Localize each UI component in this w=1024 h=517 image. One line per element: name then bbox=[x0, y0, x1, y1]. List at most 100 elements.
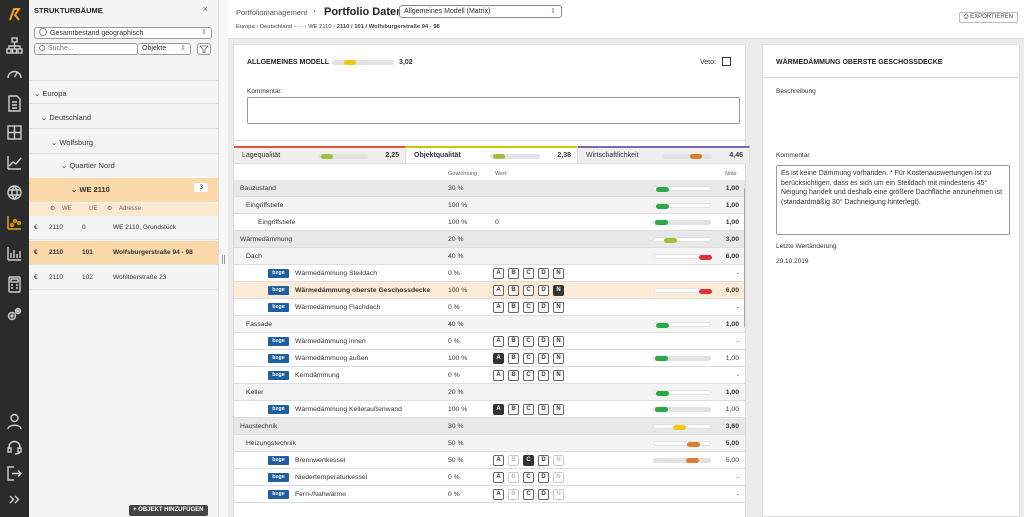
rating-option-n[interactable]: N bbox=[553, 285, 564, 296]
dashboard-icon[interactable] bbox=[6, 66, 23, 83]
document-icon[interactable] bbox=[6, 95, 23, 112]
globe-icon[interactable] bbox=[6, 184, 23, 201]
grid-row[interactable]: Heizungstechnik 50 % 5,00 bbox=[234, 435, 745, 452]
settings-icon[interactable] bbox=[6, 306, 23, 323]
building-icon[interactable] bbox=[6, 124, 23, 141]
grid-row[interactable]: Wärmedämmung 20 % 3,00 bbox=[234, 231, 745, 248]
tree-table-row[interactable]: €2110 101 Wolfsburgerstraße 94 - 98 bbox=[29, 241, 218, 265]
grid-row[interactable]: Bauzustand 30 % 1,00 bbox=[234, 180, 745, 197]
tab-objektqualität[interactable]: Objektqualität 2,38 bbox=[406, 146, 578, 163]
rating-option-n[interactable]: N bbox=[553, 353, 564, 364]
model-select[interactable]: Allgemeines Modell (Matrix) ⇕ bbox=[399, 5, 562, 18]
rating-option-b[interactable]: B bbox=[508, 404, 519, 415]
grid-row[interactable]: Haustechnik 30 % 3,60 bbox=[234, 418, 745, 435]
rating-option-b[interactable]: B bbox=[508, 472, 519, 483]
rating-option-a[interactable]: A bbox=[493, 353, 504, 364]
rating-option-c[interactable]: C bbox=[523, 336, 534, 347]
line-chart-icon[interactable] bbox=[6, 154, 23, 171]
grid-row[interactable]: bzge Wärmedämmung oberste Geschossdecke 10… bbox=[234, 282, 745, 299]
grid-row[interactable]: bzge Wärmedämmung Flachdach 0 % A B C D N - bbox=[234, 299, 745, 316]
rating-option-a[interactable]: A bbox=[493, 370, 504, 381]
rating-option-d[interactable]: D bbox=[538, 302, 549, 313]
close-icon[interactable]: × bbox=[202, 4, 208, 14]
rating-option-b[interactable]: B bbox=[508, 268, 519, 279]
rating-option-c[interactable]: C bbox=[523, 472, 534, 483]
rating-option-n[interactable]: N bbox=[553, 489, 564, 500]
search-input[interactable]: Suche... bbox=[34, 43, 138, 55]
grid-row[interactable]: bzge Wärmedämmung Steildach 0 % A B C D N - bbox=[234, 265, 745, 282]
rating-option-b[interactable]: B bbox=[508, 336, 519, 347]
rating-option-a[interactable]: A bbox=[493, 455, 504, 466]
grid-row[interactable]: bzge Wärmedämmung innen 0 % A B C D N - bbox=[234, 333, 745, 350]
rating-option-a[interactable]: A bbox=[493, 285, 504, 296]
rating-option-b[interactable]: B bbox=[508, 285, 519, 296]
rating-option-c[interactable]: C bbox=[523, 455, 534, 466]
breadcrumb-parent[interactable]: Portfoliomanagement bbox=[236, 8, 308, 17]
rating-option-c[interactable]: C bbox=[523, 268, 534, 279]
grid-row[interactable]: bzge Niedertemperaturkessel 0 % A B C D N - bbox=[234, 469, 745, 486]
export-button[interactable]: ⎙ EXPORTIEREN bbox=[958, 12, 1018, 23]
tree-node-deutschland[interactable]: ⌄ Deutschland bbox=[41, 113, 92, 122]
grid-row[interactable]: Eingriffstiefe 100 % 1,00 bbox=[234, 197, 745, 214]
tree-table-row[interactable]: €2110 102 Wohltberstraße 23 bbox=[29, 266, 218, 290]
rating-option-d[interactable]: D bbox=[538, 353, 549, 364]
user-icon[interactable] bbox=[6, 413, 23, 430]
rating-option-a[interactable]: A bbox=[493, 336, 504, 347]
rating-option-c[interactable]: C bbox=[523, 404, 534, 415]
rating-option-d[interactable]: D bbox=[538, 404, 549, 415]
rating-option-n[interactable]: N bbox=[553, 336, 564, 347]
rating-option-d[interactable]: D bbox=[538, 285, 549, 296]
detail-comment-textarea[interactable]: Es ist keine Dämmung vorhanden. * Für Ko… bbox=[776, 165, 1010, 235]
rating-option-a[interactable]: A bbox=[493, 489, 504, 500]
tree-table-row[interactable]: €2110 0 WE 2110, Grundstück bbox=[29, 216, 218, 240]
rating-option-a[interactable]: A bbox=[493, 404, 504, 415]
bar-chart-icon[interactable] bbox=[6, 245, 23, 262]
support-icon[interactable] bbox=[6, 439, 23, 456]
rating-option-n[interactable]: N bbox=[553, 302, 564, 313]
rating-option-d[interactable]: D bbox=[538, 370, 549, 381]
rating-option-n[interactable]: N bbox=[553, 370, 564, 381]
grid-row[interactable]: Dach 40 % 6,00 bbox=[234, 248, 745, 265]
grid-row[interactable]: bzge Wärmedämmung Kelleraußenwand 100 % A B C… bbox=[234, 401, 745, 418]
grid-row[interactable]: Keller 20 % 1,00 bbox=[234, 384, 745, 401]
filter-button[interactable] bbox=[197, 43, 211, 55]
rating-option-c[interactable]: C bbox=[523, 302, 534, 313]
rating-option-b[interactable]: B bbox=[508, 489, 519, 500]
path-ellipsis[interactable]: ··· bbox=[297, 24, 304, 30]
grid-row[interactable]: bzge Kerndämmung 0 % A B C D N - bbox=[234, 367, 745, 384]
rating-option-b[interactable]: B bbox=[508, 353, 519, 364]
rating-option-b[interactable]: B bbox=[508, 302, 519, 313]
tree-node-quartier[interactable]: ⌄ Quartier Nord bbox=[61, 161, 115, 170]
comment-textarea[interactable] bbox=[247, 97, 740, 124]
grid-scrollbar[interactable] bbox=[744, 188, 745, 328]
rating-option-d[interactable]: D bbox=[538, 455, 549, 466]
path-we[interactable]: WE 2110 bbox=[308, 24, 332, 30]
path-europa[interactable]: Europa bbox=[236, 24, 255, 30]
rating-option-a[interactable]: A bbox=[493, 472, 504, 483]
scope-select[interactable]: Gesamtbestand geographisch ⇕ bbox=[34, 27, 212, 39]
value-field[interactable]: 0 bbox=[495, 219, 499, 226]
rating-option-d[interactable]: D bbox=[538, 268, 549, 279]
tree-node-we-selected[interactable]: ⌄ WE 2110 3 bbox=[29, 178, 218, 202]
tree-node-europa[interactable]: ⌄ Europa bbox=[34, 89, 67, 98]
logout-icon[interactable] bbox=[6, 465, 23, 482]
tree-node-wolfsburg[interactable]: ⌄ Wolfsburg bbox=[51, 138, 94, 147]
rating-option-n[interactable]: N bbox=[553, 472, 564, 483]
rating-option-b[interactable]: B bbox=[508, 370, 519, 381]
rating-option-c[interactable]: C bbox=[523, 370, 534, 381]
rating-option-d[interactable]: D bbox=[538, 336, 549, 347]
calculator-icon[interactable] bbox=[6, 276, 23, 293]
rating-option-c[interactable]: C bbox=[523, 353, 534, 364]
expand-icon[interactable] bbox=[6, 491, 23, 508]
rating-option-n[interactable]: N bbox=[553, 404, 564, 415]
rating-option-c[interactable]: C bbox=[523, 489, 534, 500]
grid-row[interactable]: bzge Wärmedämmung außen 100 % A B C D N 1,00 bbox=[234, 350, 745, 367]
veto-checkbox[interactable] bbox=[722, 57, 731, 66]
hierarchy-icon[interactable] bbox=[6, 37, 23, 54]
path-deutschland[interactable]: Deutschland bbox=[259, 24, 293, 30]
tab-lagequalität[interactable]: Lagequalität 2,25 bbox=[234, 146, 406, 163]
grid-row[interactable]: Fassade 40 % 1,00 bbox=[234, 316, 745, 333]
grid-row[interactable]: bzge Brennwertkessel 50 % A B C D N 5,00 bbox=[234, 452, 745, 469]
tab-wirtschaftlichkeit[interactable]: Wirtschaftlichkeit 4,46 bbox=[578, 146, 750, 163]
logo-icon[interactable] bbox=[6, 6, 23, 23]
